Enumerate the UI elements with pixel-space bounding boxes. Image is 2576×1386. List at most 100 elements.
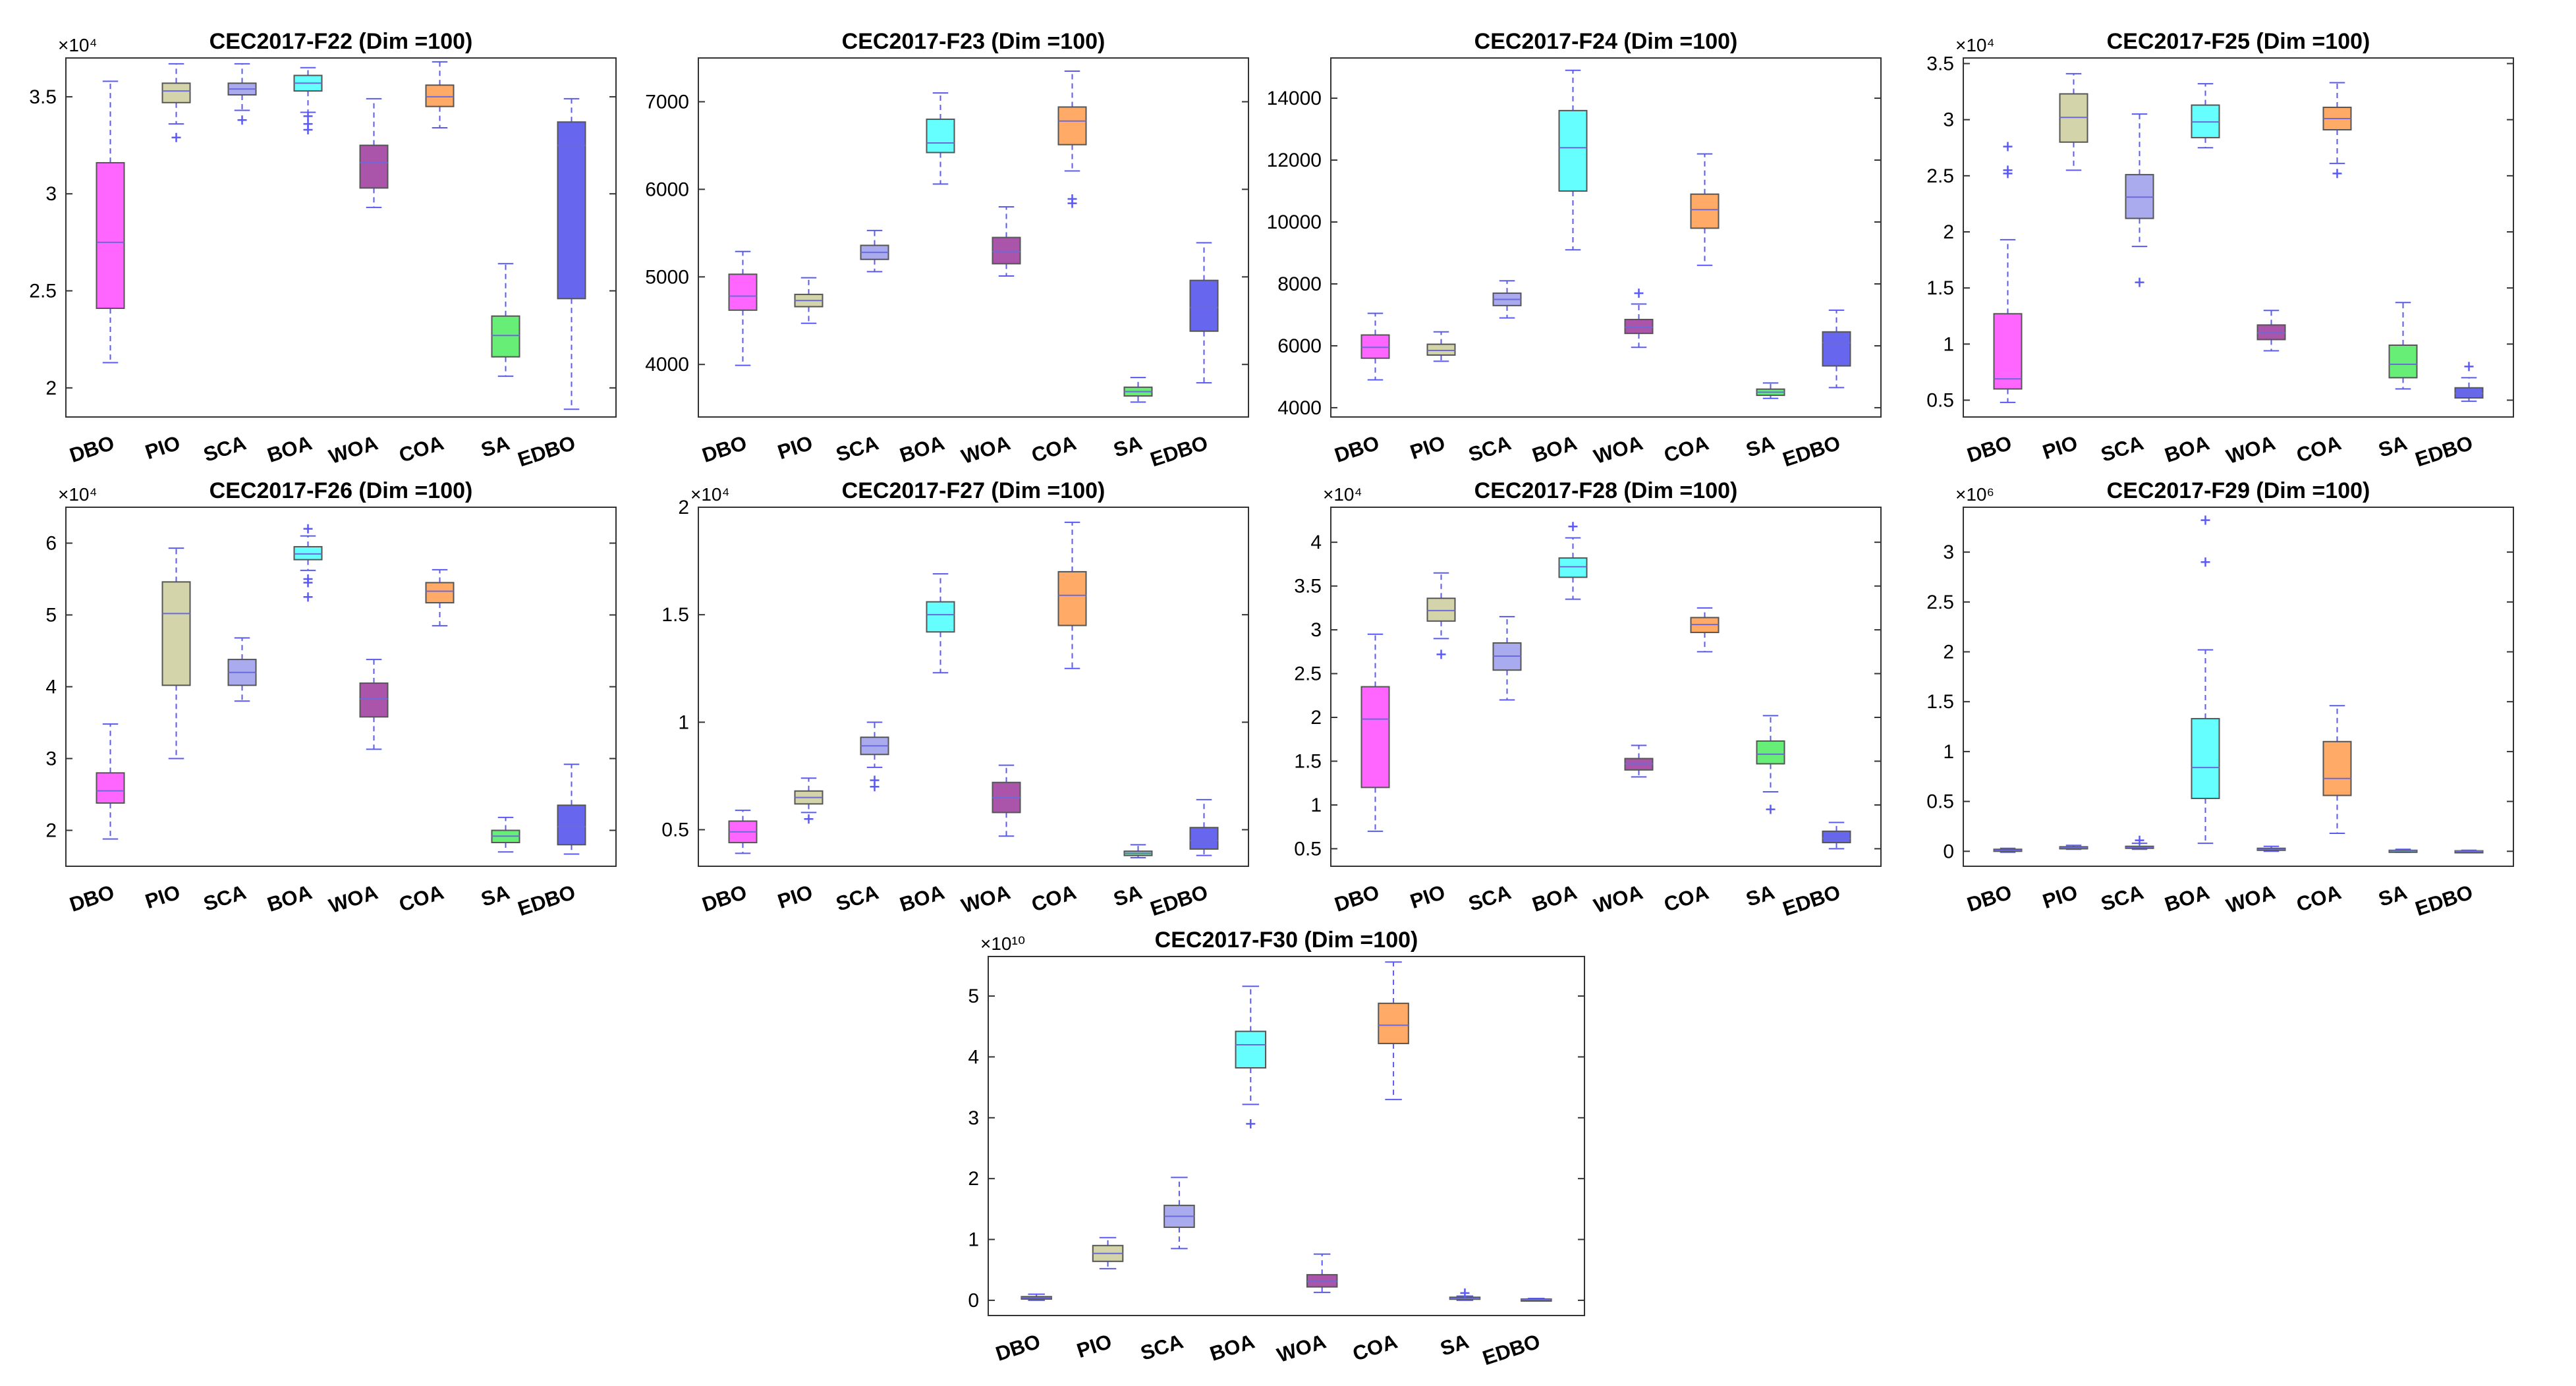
y-tick-label: 6 bbox=[45, 533, 57, 555]
box-body bbox=[2322, 740, 2352, 796]
box-coa bbox=[1057, 521, 1087, 669]
box-boa bbox=[1235, 985, 1267, 1129]
y-tick-label: 0 bbox=[968, 1290, 979, 1312]
y-tick-label: 1 bbox=[968, 1229, 979, 1251]
x-category-label: DBO bbox=[1331, 431, 1382, 467]
x-category-label: BOA bbox=[1529, 880, 1579, 916]
outlier-marker bbox=[804, 814, 814, 824]
y-tick-label: 3.5 bbox=[29, 86, 57, 108]
outlier-marker bbox=[2200, 515, 2210, 525]
y-tick-label: 2.5 bbox=[29, 281, 57, 302]
box-body bbox=[1822, 830, 1851, 844]
chart-panel-9: CEC2017-F30 (Dim =100) ×10¹⁰ 0 1 2 3 4 5 DBO PIO S… bbox=[968, 928, 1585, 1370]
box-boa bbox=[1558, 522, 1588, 600]
x-category-label: DBO bbox=[67, 431, 117, 467]
x-category-label: EDBO bbox=[1480, 1329, 1543, 1370]
box-pio bbox=[1426, 572, 1456, 659]
box-coa bbox=[425, 61, 455, 129]
outlier-marker bbox=[2003, 142, 2013, 152]
x-category-label: SA bbox=[1111, 431, 1145, 462]
chart-title: CEC2017-F22 (Dim =100) bbox=[210, 29, 473, 54]
axis-exponent-label: ×10⁴ bbox=[1323, 484, 1362, 505]
y-tick-label: 1.5 bbox=[1926, 691, 1954, 713]
x-category-label: PIO bbox=[142, 431, 183, 464]
x-category-label: WOA bbox=[2224, 880, 2278, 918]
y-tick-label: 1 bbox=[1943, 333, 1954, 355]
box-edbo bbox=[1189, 798, 1219, 856]
x-category-label: COA bbox=[1028, 880, 1078, 916]
x-category-label: COA bbox=[2293, 431, 2343, 467]
x-category-label: SCA bbox=[201, 880, 249, 916]
y-tick-label: 12000 bbox=[1267, 150, 1322, 171]
x-category-label: EDBO bbox=[1780, 431, 1843, 471]
x-category-label: SCA bbox=[2098, 880, 2146, 916]
x-category-label: COA bbox=[1661, 431, 1711, 467]
axis-exponent-label: ×10⁴ bbox=[58, 484, 98, 505]
x-category-label: WOA bbox=[1591, 880, 1646, 918]
x-category-label: SA bbox=[478, 880, 513, 911]
axis-exponent-label: ×10⁶ bbox=[1955, 484, 1994, 505]
chart-title: CEC2017-F26 (Dim =100) bbox=[210, 478, 473, 503]
axes-frame bbox=[1330, 507, 1882, 867]
box-dbo bbox=[1360, 312, 1390, 381]
box-body bbox=[161, 581, 191, 686]
chart-panel-2: CEC2017-F23 (Dim =100) 4000 5000 6000 7000 DB… bbox=[645, 29, 1249, 471]
x-category-label: BOA bbox=[1207, 1329, 1257, 1366]
box-body bbox=[2191, 717, 2220, 800]
axes-frame bbox=[1330, 57, 1882, 418]
x-category-label: PIO bbox=[2040, 880, 2081, 913]
x-category-label: EDBO bbox=[2413, 880, 2476, 920]
y-tick-label: 5 bbox=[45, 605, 57, 626]
y-tick-label: 7000 bbox=[645, 91, 689, 113]
box-woa bbox=[992, 206, 1021, 277]
x-category-label: SCA bbox=[201, 431, 249, 466]
box-body bbox=[1189, 279, 1219, 332]
x-category-label: COA bbox=[1350, 1329, 1400, 1366]
y-tick-label: 3 bbox=[968, 1107, 979, 1129]
box-edbo bbox=[1189, 242, 1219, 384]
y-tick-label: 2 bbox=[678, 497, 689, 518]
x-category-label: BOA bbox=[2162, 880, 2212, 916]
x-category-label: BOA bbox=[1529, 431, 1579, 467]
box-edbo bbox=[1521, 1298, 1552, 1302]
y-tick-label: 0 bbox=[1943, 841, 1954, 862]
box-body bbox=[926, 119, 955, 153]
x-category-label: PIO bbox=[775, 431, 816, 464]
axes-frame bbox=[65, 57, 617, 418]
box-pio bbox=[2059, 845, 2088, 850]
x-category-label: WOA bbox=[1274, 1329, 1329, 1367]
axis-exponent-label: ×10⁴ bbox=[690, 484, 730, 505]
box-edbo bbox=[2454, 849, 2484, 854]
x-category-label: SA bbox=[1743, 880, 1778, 911]
box-sca bbox=[1163, 1177, 1195, 1250]
outlier-marker bbox=[237, 115, 247, 125]
box-edbo bbox=[2454, 362, 2484, 402]
box-coa bbox=[2322, 705, 2352, 835]
axes-frame bbox=[1963, 57, 2514, 418]
y-tick-label: 0.5 bbox=[661, 819, 689, 841]
box-sca bbox=[227, 63, 257, 125]
y-tick-label: 3 bbox=[1310, 619, 1322, 641]
box-woa bbox=[1624, 744, 1654, 778]
box-body bbox=[1360, 334, 1390, 359]
box-body bbox=[1426, 343, 1456, 356]
x-category-label: DBO bbox=[1331, 880, 1382, 916]
outlier-marker bbox=[2135, 835, 2144, 845]
box-body bbox=[491, 315, 520, 358]
chart-panel-1: CEC2017-F22 (Dim =100) ×10⁴ 2 2.5 3 3.5 DBO PIO… bbox=[29, 29, 617, 471]
y-tick-label: 1.5 bbox=[661, 604, 689, 626]
chart-title: CEC2017-F27 (Dim =100) bbox=[842, 478, 1106, 503]
y-tick-label: 2.5 bbox=[1926, 165, 1954, 187]
y-tick-label: 14000 bbox=[1267, 88, 1322, 109]
chart-title: CEC2017-F23 (Dim =100) bbox=[842, 29, 1106, 54]
box-pio bbox=[2059, 72, 2088, 171]
box-sa bbox=[1756, 715, 1785, 814]
x-category-label: COA bbox=[2293, 880, 2343, 916]
y-tick-label: 2.5 bbox=[1294, 663, 1322, 685]
x-category-label: PIO bbox=[1407, 431, 1448, 464]
box-sa bbox=[2388, 302, 2418, 390]
outlier-marker bbox=[303, 125, 313, 134]
box-body bbox=[926, 601, 955, 633]
outlier-marker bbox=[303, 524, 313, 534]
